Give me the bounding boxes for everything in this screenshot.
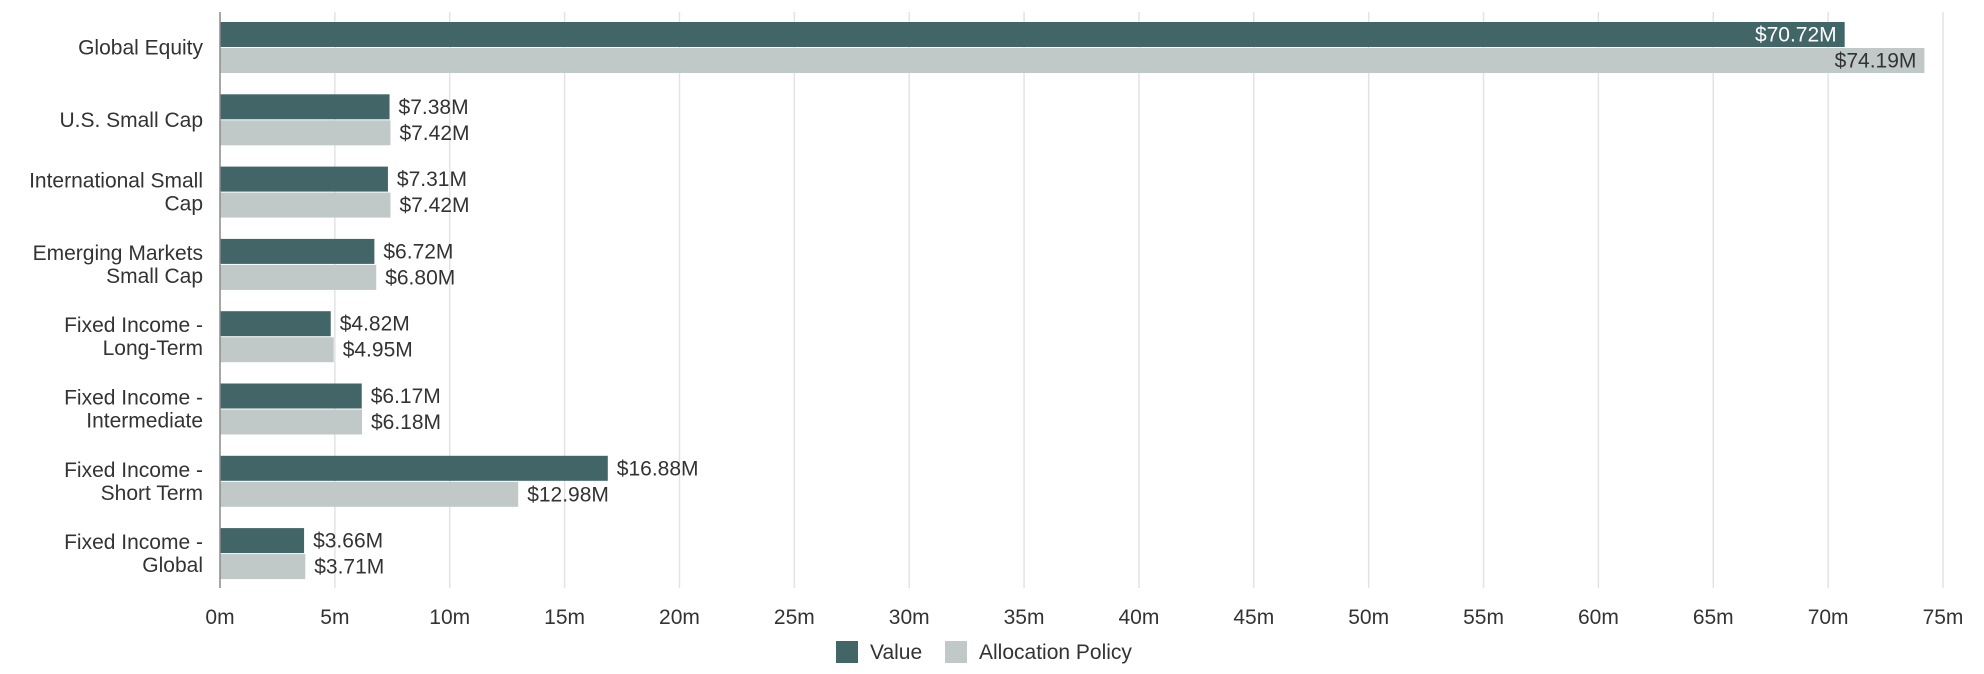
data-label: $6.17M [371, 385, 441, 408]
category-label: Fixed Income -Short Term [64, 459, 203, 505]
bar-allocation-policy [220, 481, 519, 507]
x-tick-label: 50m [1348, 606, 1389, 629]
legend: Value Allocation Policy [836, 641, 1132, 664]
x-tick-label: 10m [429, 606, 470, 629]
x-tick-label: 65m [1693, 606, 1734, 629]
x-tick-label: 60m [1578, 606, 1619, 629]
labels: 0m 5m 10m 15m 20m 25m 30m 35m 40m 45m 50m 55m 60m 65m… [29, 24, 1963, 630]
legend-swatch-allocation-policy [945, 641, 967, 663]
grid-lines [334, 12, 1944, 588]
bar-value [220, 311, 331, 337]
bar-value [220, 383, 362, 409]
bar-allocation-policy [220, 120, 391, 146]
bar-allocation-policy [220, 48, 1925, 73]
legend-label: Value [870, 641, 922, 664]
data-label: $70.72M [1755, 24, 1837, 47]
bar-value [220, 22, 1845, 47]
data-label: $3.66M [313, 530, 383, 553]
category-label: Fixed Income -Long-Term [64, 314, 203, 360]
x-tick-label: 55m [1463, 606, 1504, 629]
bar-value [220, 528, 305, 554]
x-tick-label: 25m [774, 606, 815, 629]
bar-value [220, 94, 390, 120]
category-label: Fixed Income -Global [64, 531, 203, 577]
x-tick-label: 30m [889, 606, 930, 629]
data-label: $4.95M [343, 339, 413, 362]
x-tick-label: 35m [1004, 606, 1045, 629]
data-label: $74.19M [1835, 50, 1917, 73]
category-label: Fixed Income -Intermediate [64, 387, 203, 433]
data-label: $6.18M [371, 411, 441, 434]
x-tick-label: 40m [1119, 606, 1160, 629]
x-tick-label: 70m [1808, 606, 1849, 629]
x-tick-label: 0m [205, 606, 234, 629]
x-tick-label: 5m [320, 606, 349, 629]
bar-allocation-policy [220, 192, 391, 218]
legend-label: Allocation Policy [979, 641, 1132, 664]
x-tick-label: 45m [1233, 606, 1274, 629]
bars [220, 22, 1925, 580]
bar-allocation-policy [220, 264, 377, 290]
category-label: Emerging Markets Small Cap [33, 242, 203, 288]
data-label: $4.82M [340, 313, 410, 336]
x-tick-label: 15m [544, 606, 585, 629]
data-label: $6.80M [385, 266, 455, 289]
bar-allocation-policy [220, 409, 362, 435]
category-label: Global Equity [78, 37, 203, 60]
data-label: $7.31M [397, 168, 467, 191]
data-label: $16.88M [617, 457, 699, 480]
x-tick-label: 75m [1923, 606, 1964, 629]
bar-value [220, 238, 375, 264]
bar-allocation-policy [220, 554, 306, 580]
bar-value [220, 455, 608, 481]
category-label: International Small Cap [29, 170, 203, 216]
category-label: U.S. Small Cap [59, 109, 203, 132]
bar-value [220, 166, 388, 192]
data-label: $6.72M [383, 240, 453, 263]
legend-swatch-value [836, 641, 858, 663]
x-tick-label: 20m [659, 606, 700, 629]
data-label: $3.71M [314, 556, 384, 579]
bar-allocation-policy [220, 337, 334, 363]
data-label: $7.38M [399, 96, 469, 119]
data-label: $12.98M [527, 483, 609, 506]
data-label: $7.42M [399, 122, 469, 145]
data-label: $7.42M [399, 194, 469, 217]
